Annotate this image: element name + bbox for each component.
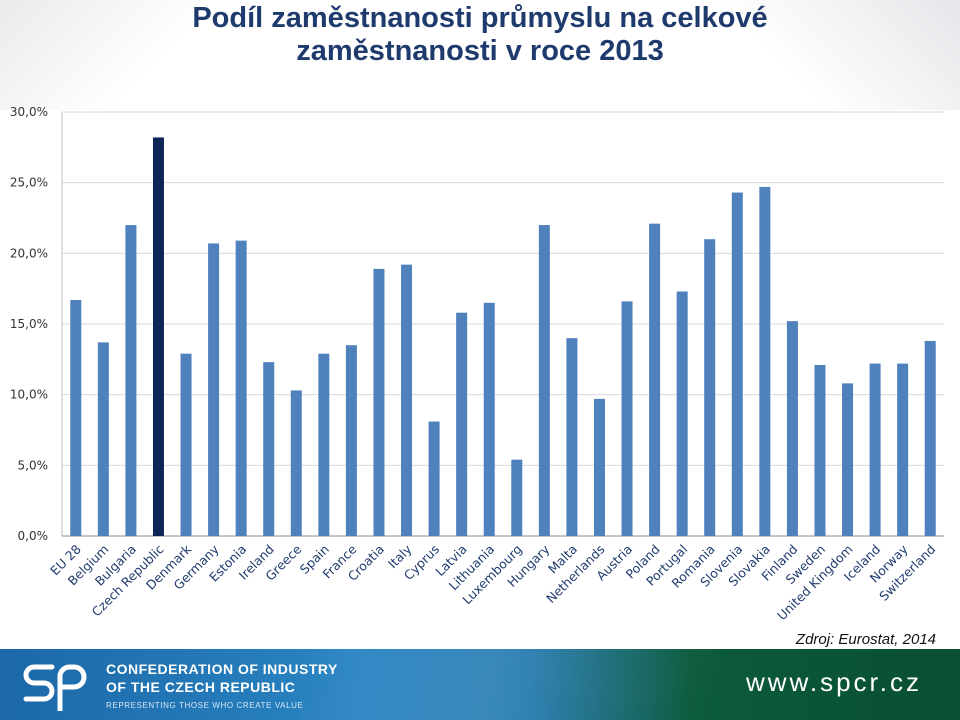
y-tick-label: 30,0% — [10, 105, 48, 119]
bar — [97, 342, 109, 536]
bar — [621, 301, 633, 536]
bar — [401, 264, 413, 536]
bar — [511, 459, 523, 536]
bar — [208, 243, 220, 536]
bar — [152, 137, 164, 536]
source-note: Zdroj: Eurostat, 2014 — [791, 631, 940, 648]
bar — [924, 340, 936, 536]
bar — [814, 364, 826, 536]
bar — [125, 225, 137, 537]
org-tagline: REPRESENTING THOSE WHO CREATE VALUE — [106, 701, 304, 710]
bar — [593, 398, 605, 536]
bar — [290, 390, 302, 536]
y-tick-label: 20,0% — [10, 246, 48, 260]
chart-title-line-2: zaměstnanosti v roce 2013 — [296, 35, 664, 67]
bar — [731, 192, 743, 536]
bar — [704, 239, 716, 536]
footer-shine — [300, 649, 720, 720]
bar — [70, 299, 82, 536]
footer-banner: CONFEDERATION OF INDUSTRY OF THE CZECH R… — [0, 649, 960, 720]
y-tick-label: 0,0% — [18, 529, 49, 543]
org-name-line-1: CONFEDERATION OF INDUSTRY — [106, 661, 338, 677]
bar — [345, 345, 357, 536]
bar — [869, 363, 881, 536]
website-link[interactable]: www.spcr.cz — [745, 667, 922, 697]
y-tick-label: 5,0% — [18, 458, 49, 472]
decorative-corner-right — [720, 0, 960, 110]
decorative-corner-left — [0, 0, 200, 110]
bar — [456, 312, 468, 536]
bar — [759, 186, 771, 536]
y-tick-label: 25,0% — [10, 176, 48, 190]
bar — [318, 353, 330, 536]
bar — [483, 302, 495, 536]
bar — [842, 383, 854, 536]
chart-title-line-1: Podíl zaměstnanosti průmyslu na celkové — [192, 2, 768, 34]
bar — [897, 363, 909, 536]
bar — [676, 291, 688, 536]
bar — [566, 338, 578, 536]
spcr-logo-icon — [23, 664, 87, 711]
bar — [649, 223, 661, 537]
y-tick-label: 15,0% — [10, 317, 48, 331]
bar — [263, 362, 275, 536]
bar — [235, 240, 247, 536]
bar — [373, 268, 385, 536]
bar-chart: 0,0%5,0%10,0%15,0%20,0%25,0%30,0%EU 28Be… — [10, 105, 944, 623]
bar — [538, 225, 550, 537]
bar — [180, 353, 192, 536]
bar — [786, 321, 798, 536]
bar — [428, 421, 440, 536]
chart-title: Podíl zaměstnanosti průmyslu na celkové … — [150, 2, 810, 68]
org-name-line-2: OF THE CZECH REPUBLIC — [106, 679, 296, 695]
y-tick-label: 10,0% — [10, 388, 48, 402]
